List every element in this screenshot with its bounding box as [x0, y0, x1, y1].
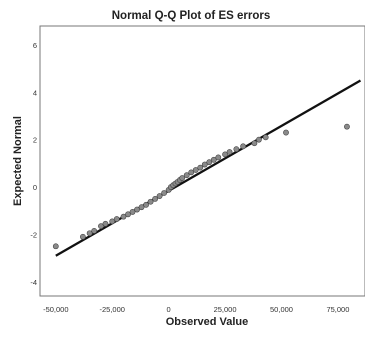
data-point [143, 201, 149, 208]
data-point [215, 154, 222, 161]
axis-ticks: -4 -2 0 2 4 6 -50,000 -25,000 0 25,000 50,000 75,00… [30, 41, 349, 314]
data-point [233, 146, 240, 153]
x-tick-label: 75,000 [326, 305, 349, 314]
data-point [283, 129, 289, 136]
data-point [152, 195, 159, 202]
data-point [179, 175, 186, 181]
data-point [129, 209, 136, 215]
data-point [52, 243, 59, 250]
data-point [125, 211, 131, 218]
data-point [222, 151, 228, 158]
data-point [161, 190, 168, 196]
data-point [102, 220, 109, 227]
data-point [91, 227, 98, 234]
data-point [147, 198, 154, 205]
data-points [52, 123, 350, 250]
plot-frame [39, 25, 365, 297]
y-axis-label: Expected Normal [12, 116, 24, 206]
data-point [201, 161, 208, 168]
y-tick-label: 4 [33, 88, 37, 97]
data-point [251, 140, 258, 147]
x-tick-label: -25,000 [100, 305, 125, 314]
y-tick-label: 6 [33, 41, 37, 50]
data-point [109, 218, 116, 225]
data-point [262, 134, 269, 141]
data-point [120, 213, 127, 220]
data-point [206, 159, 213, 166]
data-point [138, 204, 145, 211]
data-point [113, 216, 120, 222]
data-point [86, 230, 93, 237]
data-point [134, 206, 140, 213]
y-tick-label: -2 [30, 230, 37, 239]
x-tick-label: 25,000 [214, 305, 237, 314]
x-tick-label: 0 [167, 305, 171, 314]
reference-line-group [55, 79, 362, 257]
data-point [344, 123, 350, 130]
x-tick-label: 50,000 [270, 305, 293, 314]
y-tick-label: 2 [33, 136, 37, 145]
x-tick-label: -50,000 [43, 305, 68, 314]
data-point [188, 169, 195, 176]
data-point [197, 164, 204, 171]
y-tick-label: -4 [30, 278, 37, 287]
y-tick-label: 0 [33, 183, 37, 192]
data-point [256, 136, 262, 143]
data-point [156, 193, 163, 199]
data-point [79, 233, 86, 240]
data-point [226, 149, 233, 155]
data-point [240, 143, 247, 150]
reference-line [55, 79, 362, 257]
chart-title: Normal Q-Q Plot of ES errors [112, 10, 270, 22]
data-point [192, 167, 199, 173]
data-point [210, 156, 217, 163]
x-axis-label: Observed Value [166, 316, 249, 328]
data-point [183, 172, 190, 179]
data-point [98, 223, 104, 230]
